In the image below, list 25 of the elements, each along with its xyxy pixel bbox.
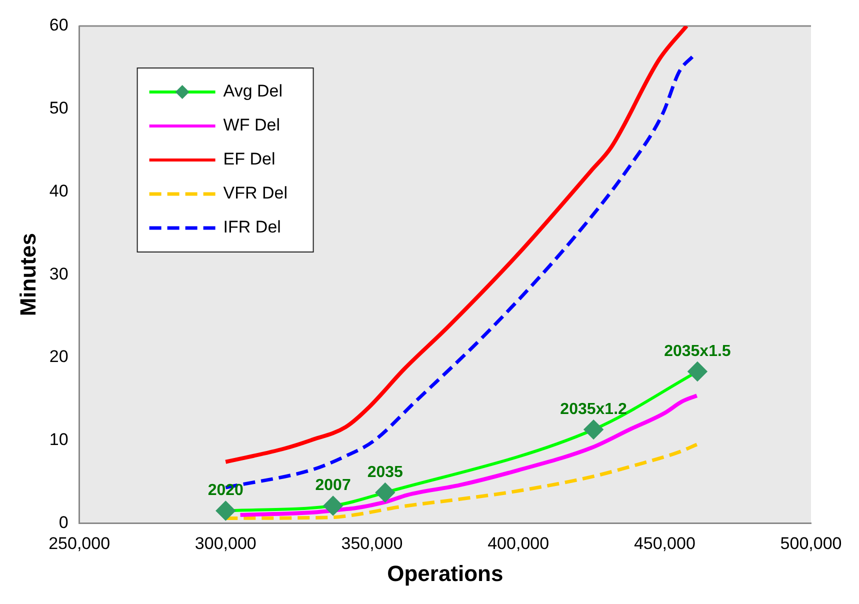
y-tick-label: 50 <box>49 98 68 118</box>
y-tick-label: 60 <box>49 16 68 35</box>
y-axis-title: Minutes <box>15 233 40 316</box>
annotation: 2035x1.2 <box>560 400 628 418</box>
legend-label: WF Del <box>223 116 280 135</box>
legend-label: EF Del <box>223 150 276 169</box>
annotation: 2007 <box>315 477 351 494</box>
legend-label: VFR Del <box>223 184 288 203</box>
x-tick-label: 500,000 <box>780 534 842 554</box>
x-tick-label: 350,000 <box>341 534 403 554</box>
legend-label: Avg Del <box>223 82 283 101</box>
y-tick-label: 10 <box>49 430 68 450</box>
y-tick-label: 0 <box>58 512 68 532</box>
annotation: 2020 <box>208 482 244 500</box>
x-tick-label: 450,000 <box>634 534 696 554</box>
y-tick-label: 20 <box>49 347 68 366</box>
annotation: 2035 <box>367 464 404 481</box>
x-axis-title: Operations <box>387 560 504 586</box>
x-tick-label: 250,000 <box>48 534 110 554</box>
legend-label: IFR Del <box>223 218 281 237</box>
x-tick-label: 300,000 <box>194 534 256 554</box>
y-tick-label: 30 <box>49 264 68 284</box>
y-tick-label: 40 <box>49 181 68 200</box>
annotation: 2035x1.5 <box>664 342 731 360</box>
x-tick-label: 400,000 <box>488 534 550 554</box>
